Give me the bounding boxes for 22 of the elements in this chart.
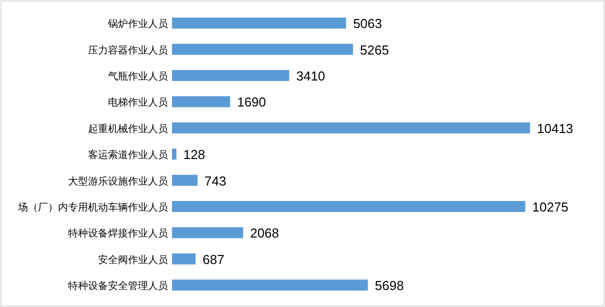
y-tick-label: 锅炉作业人员 (107, 18, 168, 30)
y-tick-label: 特种设备安全管理人员 (68, 280, 168, 292)
y-tick-label: 特种设备焊接作业人员 (68, 228, 168, 240)
data-label: 5063 (353, 16, 382, 32)
data-label: 3410 (296, 68, 326, 84)
data-label: 128 (183, 147, 206, 162)
y-tick-label: 压力容器作业人员 (88, 44, 168, 56)
y-tick-label: 安全阀作业人员 (98, 254, 168, 266)
data-label: 5698 (374, 278, 404, 294)
y-tick-label: 起重机械作业人员 (88, 122, 168, 135)
data-label: 2068 (250, 226, 280, 241)
y-tick-label: 场（厂）内专用机动车辆作业人员 (17, 202, 168, 214)
y-tick-label: 大型游乐设施作业人员 (68, 175, 168, 188)
data-label: 687 (202, 252, 224, 267)
y-tick-label: 电梯作业人员 (108, 96, 168, 109)
data-label: 5265 (360, 42, 389, 58)
data-label: 10413 (537, 120, 574, 136)
data-label: 743 (204, 173, 226, 188)
data-label: 10275 (532, 200, 568, 214)
data-label: 1690 (237, 94, 266, 110)
y-tick-label: 客运索道作业人员 (88, 149, 168, 162)
y-tick-label: 气瓶作业人员 (108, 70, 168, 82)
